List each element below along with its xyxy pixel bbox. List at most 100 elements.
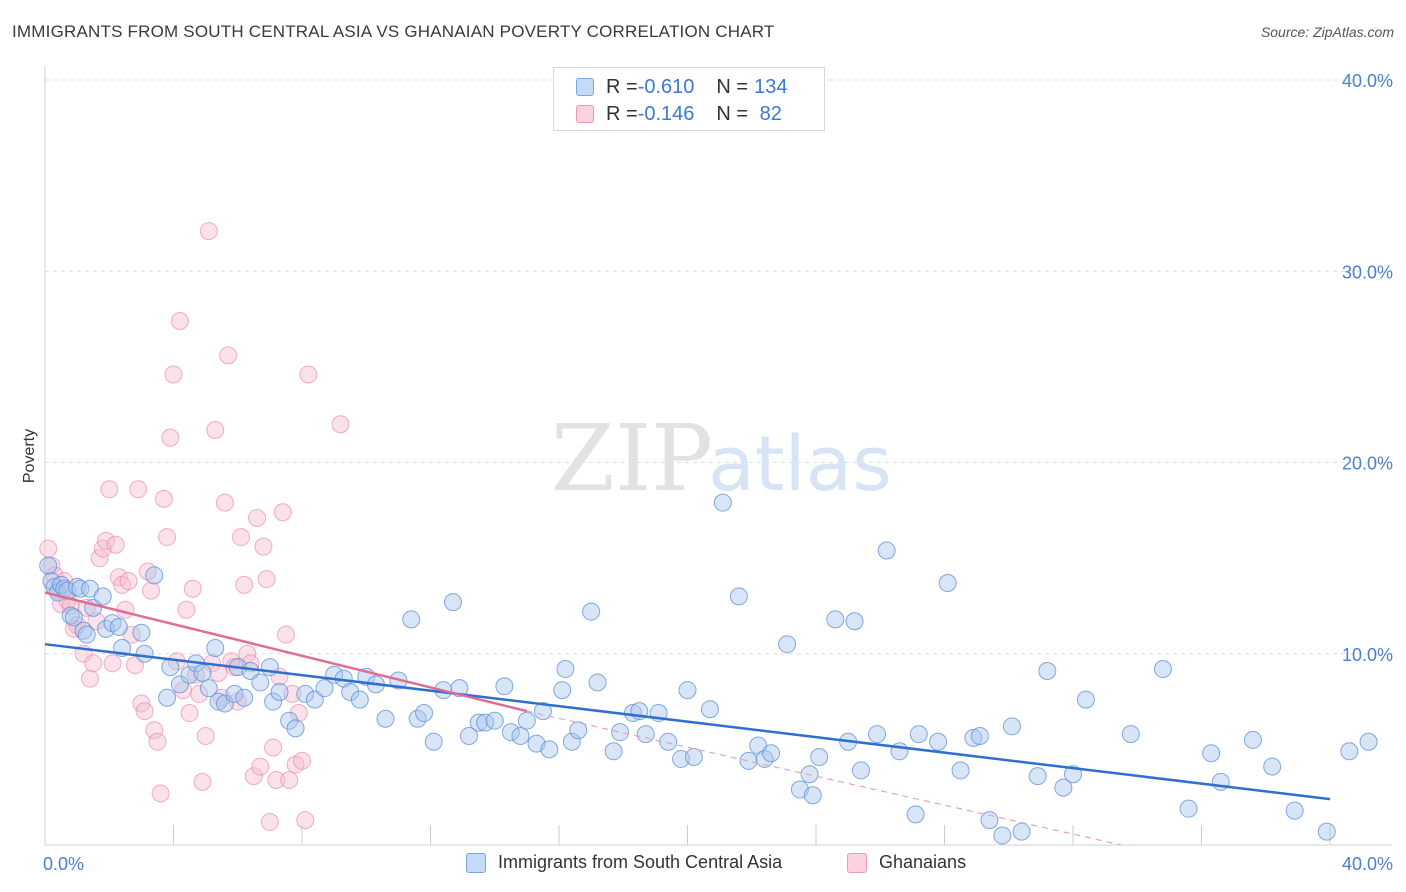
south-central-asia-point xyxy=(851,761,870,780)
south-central-asia-point xyxy=(376,709,395,728)
south-central-asia-point xyxy=(877,541,896,560)
south-central-asia-point xyxy=(460,726,479,745)
ghanaians-trend-extension xyxy=(526,710,1122,846)
south-central-asia-point xyxy=(350,690,369,709)
south-central-asia-points xyxy=(39,493,1378,845)
south-central-asia-point xyxy=(71,579,90,598)
y-tick-label: 20.0% xyxy=(1342,454,1393,474)
south-central-asia-point xyxy=(1012,822,1031,841)
ghanaians-point xyxy=(39,539,58,558)
trend-lines xyxy=(44,591,1331,846)
axes xyxy=(44,66,1392,846)
south-central-asia-point xyxy=(296,684,315,703)
watermark-zip: ZIP xyxy=(551,405,713,512)
ghanaians-point xyxy=(280,770,299,789)
ghanaians-point xyxy=(158,528,177,547)
south-central-asia-point xyxy=(810,748,829,767)
south-central-asia-point xyxy=(588,673,607,692)
ghanaians-point xyxy=(238,644,257,663)
south-central-asia-point xyxy=(562,732,581,751)
south-central-asia-point xyxy=(517,711,536,730)
ghanaians-point xyxy=(154,489,173,508)
ghanaians-point xyxy=(199,222,218,241)
ghanaians-point xyxy=(87,612,106,631)
ghanaians-trend-line xyxy=(44,591,528,713)
ghanaians-point xyxy=(193,772,212,791)
south-central-asia-point xyxy=(132,623,151,642)
south-central-asia-point xyxy=(77,625,96,644)
south-central-asia-point xyxy=(315,679,334,698)
south-central-asia-point xyxy=(993,826,1012,845)
series-legend-item-south-central-asia: Immigrants from South Central Asia xyxy=(466,852,782,873)
south-central-asia-point xyxy=(1064,765,1082,784)
south-central-asia-point xyxy=(270,683,289,701)
south-central-asia-point xyxy=(1359,732,1378,751)
south-central-asia-point xyxy=(61,606,80,625)
legend-n-label: N = xyxy=(716,75,749,98)
south-central-asia-point xyxy=(533,702,552,721)
ghanaians-point xyxy=(97,531,116,550)
ghanaians-point xyxy=(190,684,209,703)
y-axis-label: Poverty xyxy=(21,429,38,483)
chart-title: IMMIGRANTS FROM SOUTH CENTRAL ASIA VS GH… xyxy=(12,22,775,41)
south-central-asia-point xyxy=(659,732,678,751)
south-central-asia-point xyxy=(199,679,218,698)
ghanaians-point xyxy=(248,508,267,527)
ghanaians-point xyxy=(244,767,263,786)
south-central-asia-point xyxy=(501,723,520,742)
ghanaians-point xyxy=(196,726,215,745)
ghanaians-point xyxy=(103,654,122,673)
legend-r-value: -0.146 xyxy=(637,102,695,125)
ghanaians-point xyxy=(276,625,295,644)
south-central-asia-point xyxy=(469,713,488,732)
legend-row-south-central-asia: R = -0.610 N = 134 xyxy=(576,73,787,101)
ghanaians-point xyxy=(267,770,286,789)
south-central-asia-point xyxy=(604,742,623,761)
south-central-asia-point xyxy=(235,688,254,707)
ghanaians-point xyxy=(264,738,283,757)
tick-labels: 10.0% 20.0% 30.0% 40.0% 0.0% 40.0% xyxy=(43,71,1393,874)
south-central-asia-point xyxy=(145,566,164,585)
ghanaians-point xyxy=(145,721,164,740)
south-central-asia-point xyxy=(109,617,128,636)
legend-r-value: -0.610 xyxy=(637,75,695,98)
x-tick-label: 0.0% xyxy=(43,854,84,874)
ghanaians-point xyxy=(257,570,276,589)
legend-swatch-pink xyxy=(576,105,594,123)
south-central-asia-point xyxy=(1121,725,1140,744)
series-legend-item-ghanaians: Ghanaians xyxy=(847,852,966,873)
south-central-asia-point xyxy=(729,587,748,606)
south-central-asia-point xyxy=(93,587,112,606)
ghanaians-point xyxy=(177,600,196,619)
y-tick-label: 10.0% xyxy=(1342,645,1393,665)
ghanaians-point xyxy=(170,311,189,330)
south-central-asia-point xyxy=(684,748,703,767)
ghanaians-point xyxy=(135,702,154,721)
ghanaians-point xyxy=(289,704,308,723)
south-central-asia-point xyxy=(938,573,957,592)
ghanaians-point xyxy=(119,572,138,591)
south-central-asia-point xyxy=(443,593,462,612)
ghanaians-point xyxy=(90,549,109,568)
south-central-asia-point xyxy=(1028,767,1047,786)
south-central-asia-point xyxy=(762,744,781,763)
south-central-asia-point xyxy=(1153,660,1172,679)
south-central-asia-point xyxy=(1202,744,1221,763)
south-central-asia-point xyxy=(64,608,83,627)
south-central-asia-point xyxy=(582,602,601,621)
south-central-asia-point xyxy=(1317,822,1336,841)
south-central-asia-point xyxy=(778,635,797,654)
ghanaians-point xyxy=(106,535,125,554)
south-central-asia-trend-line xyxy=(44,642,1331,801)
ghanaians-point xyxy=(148,732,167,751)
south-central-asia-point xyxy=(951,761,970,780)
ghanaians-point xyxy=(260,813,279,832)
legend-n-label: N = xyxy=(716,102,749,125)
legend-n-value: 134 xyxy=(754,75,788,98)
south-central-asia-point xyxy=(170,675,189,694)
south-central-asia-point xyxy=(495,677,514,696)
legend-r-label: R = xyxy=(606,75,638,98)
ghanaians-point xyxy=(254,537,273,556)
ghanaians-point xyxy=(180,704,199,723)
ghanaians-point xyxy=(273,503,292,522)
